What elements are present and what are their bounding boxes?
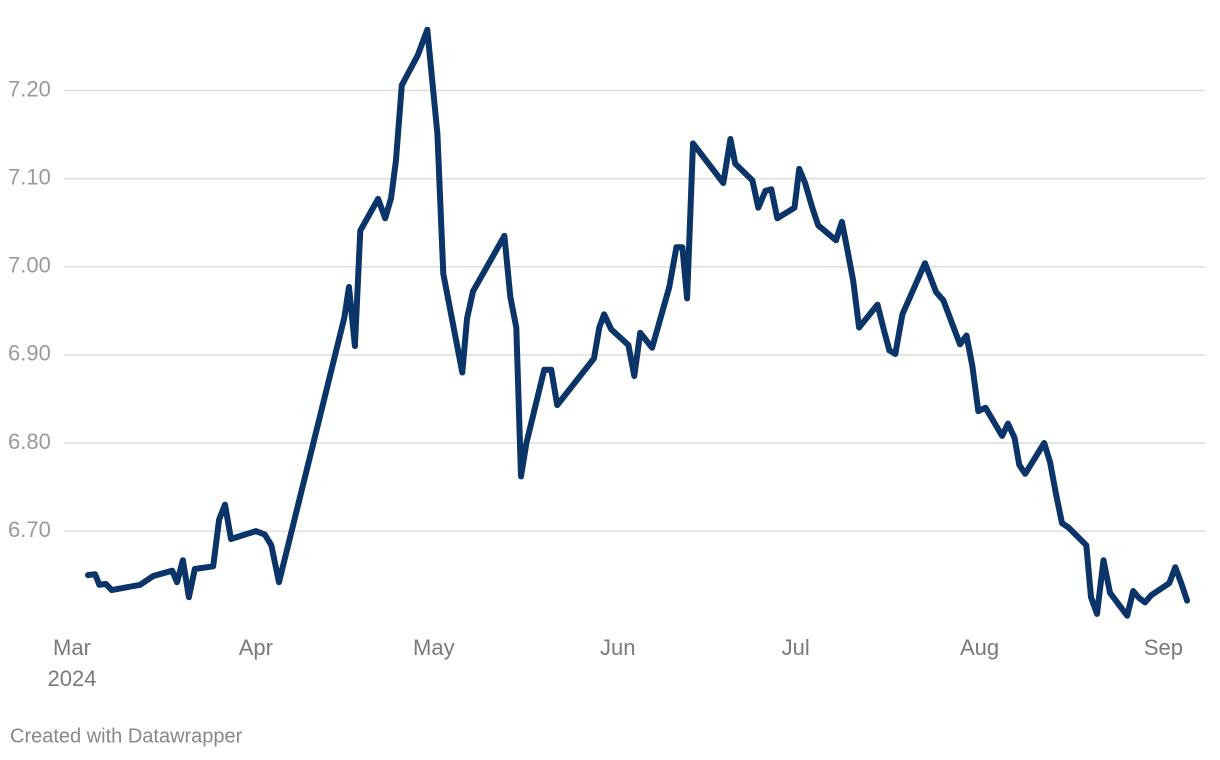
footer: Created with Datawrapper bbox=[10, 725, 243, 747]
x-tick-label: Jul bbox=[782, 635, 810, 660]
y-tick-label: 7.20 bbox=[8, 76, 51, 101]
line bbox=[85, 26, 1191, 619]
x-tick-label: Mar bbox=[53, 635, 91, 660]
y-tick-label: 7.00 bbox=[8, 253, 51, 278]
y-tick-label: 6.90 bbox=[8, 341, 51, 366]
y-tick-label: 6.70 bbox=[8, 517, 51, 542]
x-tick-label: Apr bbox=[239, 635, 273, 660]
x-tick-label: Aug bbox=[960, 635, 999, 660]
y-tick-label: 7.10 bbox=[8, 164, 51, 189]
x-year-label: 2024 bbox=[48, 666, 97, 691]
x-tick-label: Jun bbox=[600, 635, 635, 660]
x-tick-label: Sep bbox=[1144, 635, 1183, 660]
x-tick-label: May bbox=[413, 635, 455, 660]
y-tick-label: 6.80 bbox=[8, 429, 51, 454]
